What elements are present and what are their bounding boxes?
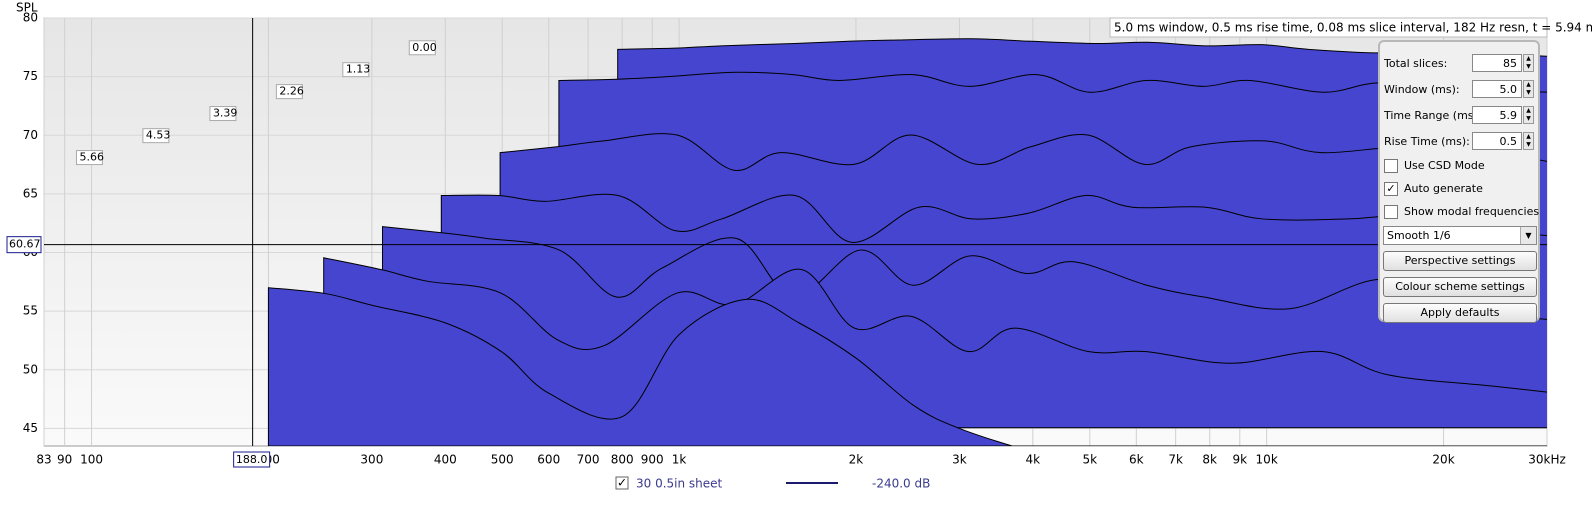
legend-check: ✓ bbox=[617, 476, 627, 490]
z-tick-label: 3.39 bbox=[213, 107, 238, 120]
z-tick-label: 0.00 bbox=[412, 41, 437, 54]
z-tick-box bbox=[275, 84, 303, 100]
field-row: Time Range (ms): 5.9 ▲ ▼ bbox=[1384, 106, 1536, 126]
slice bbox=[323, 257, 1547, 429]
field-row: Total slices: 85 ▲ ▼ bbox=[1384, 54, 1536, 74]
field-row: Window (ms): 5.0 ▲ ▼ bbox=[1384, 80, 1536, 100]
x-tick-label: 100 bbox=[80, 453, 103, 467]
field-row: Rise Time (ms): 0.5 ▲ ▼ bbox=[1384, 132, 1536, 152]
x-tick-label: 90 bbox=[57, 453, 72, 467]
dropdown[interactable]: Smooth 1/6 ▼ bbox=[1383, 226, 1537, 245]
annotation: 5.0 ms window, 0.5 ms rise time, 0.08 ms… bbox=[1114, 21, 1592, 35]
x-tick-label: 30kHz bbox=[1528, 453, 1566, 467]
field-label: Window (ms): bbox=[1384, 83, 1460, 96]
cursor-y-label: 60.67 bbox=[9, 238, 41, 251]
z-tick-box bbox=[342, 62, 370, 78]
field-input[interactable]: 85 bbox=[1472, 54, 1522, 72]
x-tick-label: 4k bbox=[1026, 453, 1041, 467]
y-tick-label: 55 bbox=[23, 304, 38, 318]
spinner[interactable]: ▲ ▼ bbox=[1523, 132, 1534, 150]
x-tick-label: 2k bbox=[849, 453, 864, 467]
z-tick-label: 5.66 bbox=[79, 151, 104, 164]
x-tick-label: 300 bbox=[360, 453, 383, 467]
field-label: Total slices: bbox=[1384, 57, 1448, 70]
x-tick-label: 400 bbox=[434, 453, 457, 467]
x-tick-label: 10k bbox=[1256, 453, 1278, 467]
x-tick-label: 6k bbox=[1129, 453, 1144, 467]
x-tick-label: 800 bbox=[611, 453, 634, 467]
z-tick-label: 4.53 bbox=[146, 129, 171, 142]
field-input[interactable]: 0.5 bbox=[1472, 132, 1522, 150]
field-input[interactable]: 5.9 bbox=[1472, 106, 1522, 124]
y-tick-label: 50 bbox=[23, 362, 38, 376]
y-tick-label: 75 bbox=[23, 69, 38, 83]
y-tick-label: 45 bbox=[23, 421, 38, 435]
x-tick-label: 1k bbox=[672, 453, 687, 467]
z-tick-box bbox=[75, 150, 103, 166]
slice bbox=[267, 287, 1547, 446]
x-tick-label: 5k bbox=[1082, 453, 1097, 467]
field-label: Time Range (ms): bbox=[1384, 109, 1482, 122]
button[interactable]: Perspective settings bbox=[1383, 251, 1537, 271]
cursor-x-label: 188.0 bbox=[236, 453, 268, 466]
x-tick-label: 900 bbox=[641, 453, 664, 467]
z-tick-box bbox=[209, 106, 237, 122]
x-tick-label: 8k bbox=[1202, 453, 1217, 467]
x-tick-label: 3k bbox=[952, 453, 967, 467]
checkbox-box[interactable] bbox=[1384, 159, 1398, 173]
z-tick-box bbox=[142, 128, 170, 144]
cursor-box bbox=[233, 451, 271, 468]
x-tick-label: 7k bbox=[1168, 453, 1183, 467]
field-input[interactable]: 5.0 bbox=[1472, 80, 1522, 98]
checkbox-label: Show modal frequencies bbox=[1404, 205, 1540, 218]
cursor-box bbox=[6, 236, 42, 254]
dropdown-arrow[interactable]: ▼ bbox=[1520, 227, 1536, 244]
checkbox-box[interactable] bbox=[1384, 205, 1398, 219]
settings-panel: Total slices: 85 ▲ ▼ Window (ms): 5.0 ▲ ▼ Time… bbox=[1378, 40, 1540, 323]
slices bbox=[267, 38, 1547, 446]
spinner[interactable]: ▲ ▼ bbox=[1523, 80, 1534, 98]
dropdown-value: Smooth 1/6 bbox=[1387, 229, 1451, 242]
legend-checkbox[interactable] bbox=[615, 476, 629, 490]
annotation-box bbox=[1109, 17, 1548, 38]
z-tick-label: 1.13 bbox=[346, 63, 371, 76]
x-tick-label: 600 bbox=[537, 453, 560, 467]
legend-level: -240.0 dB bbox=[872, 477, 930, 491]
checkbox-box[interactable]: ✓ bbox=[1384, 182, 1398, 196]
y-axis-label: SPL bbox=[16, 1, 38, 15]
button[interactable]: Colour scheme settings bbox=[1383, 277, 1537, 297]
y-tick-label: 70 bbox=[23, 128, 38, 142]
z-tick-box bbox=[408, 40, 436, 56]
y-tick-label: 65 bbox=[23, 186, 38, 200]
legend-label: 30 0.5in sheet bbox=[636, 477, 723, 491]
x-tick-label: 700 bbox=[577, 453, 600, 467]
x-tick-label: 83 bbox=[36, 453, 51, 467]
button[interactable]: Apply defaults bbox=[1383, 303, 1537, 323]
axes: 4550556065707580839010020030040050060070… bbox=[6, 11, 1566, 468]
x-tick-label: 9k bbox=[1232, 453, 1247, 467]
x-tick-label: 500 bbox=[491, 453, 514, 467]
x-tick-label: 20k bbox=[1432, 453, 1454, 467]
y-tick-label: 80 bbox=[23, 11, 38, 25]
field-label: Rise Time (ms): bbox=[1384, 135, 1470, 148]
spinner[interactable]: ▲ ▼ bbox=[1523, 106, 1534, 124]
z-tick-label: 2.26 bbox=[279, 85, 304, 98]
checkbox-label: Use CSD Mode bbox=[1404, 159, 1485, 172]
spinner[interactable]: ▲ ▼ bbox=[1523, 54, 1534, 72]
checkbox-label: Auto generate bbox=[1404, 182, 1483, 195]
